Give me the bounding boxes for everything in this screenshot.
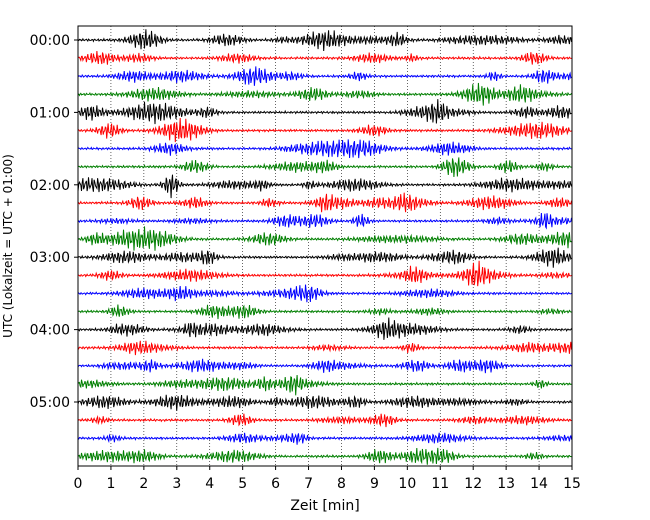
trace-line [77,284,572,303]
x-axis-ticks: 0 1 2 3 4 5 6 7 8 9 10 11 12 13 14 15 [74,466,581,492]
trace-line [77,66,572,86]
trace-line [77,413,572,428]
y-tick-label: 04:00 [30,323,70,339]
plot-frame [77,25,573,467]
x-gridlines [110,26,540,466]
trace-line [77,99,572,125]
trace-line [77,394,572,411]
x-tick-label: 0 [74,476,83,492]
x-tick-label: 6 [271,476,280,492]
x-tick-label: 8 [337,476,346,492]
trace-line [77,174,572,199]
y-tick-label: 02:00 [30,178,70,194]
y-tick-label: 05:00 [30,395,70,411]
y-axis-ticks: 00:00 01:00 02:00 03:00 04:00 05:00 [30,33,78,411]
trace-line [77,51,572,65]
trace-line [77,226,572,251]
trace-line [77,139,572,159]
x-tick-label: 5 [238,476,247,492]
trace-line [77,192,572,213]
x-tick-label: 12 [464,476,482,492]
trace-line [77,358,572,374]
y-tick-label: 00:00 [30,33,70,49]
x-tick-label: 3 [172,476,181,492]
y-axis-label: UTC (Lokalzeit = UTC + 01:00) [1,154,15,338]
trace-line [77,317,572,340]
trace-line [77,82,572,106]
x-tick-label: 7 [304,476,313,492]
trace-line [77,117,572,143]
x-tick-label: 1 [106,476,115,492]
trace-line [77,304,572,320]
x-tick-label: 11 [431,476,449,492]
x-tick-label: 9 [370,476,379,492]
y-tick-label: 03:00 [30,250,70,266]
trace-line [77,375,572,396]
trace-line [77,29,572,52]
x-tick-label: 14 [530,476,548,492]
trace-line [77,157,572,178]
x-tick-label: 2 [139,476,148,492]
x-tick-label: 13 [497,476,515,492]
trace-line [77,340,572,356]
trace-line [77,247,572,268]
x-tick-label: 4 [205,476,214,492]
x-tick-label: 10 [398,476,416,492]
seismic-traces [77,29,572,465]
x-axis-label: Zeit [min] [290,498,359,514]
x-tick-label: 15 [563,476,581,492]
y-tick-label: 01:00 [30,105,70,121]
trace-line [77,432,572,445]
trace-line [78,260,572,287]
trace-line [77,447,572,465]
trace-line [77,213,572,230]
